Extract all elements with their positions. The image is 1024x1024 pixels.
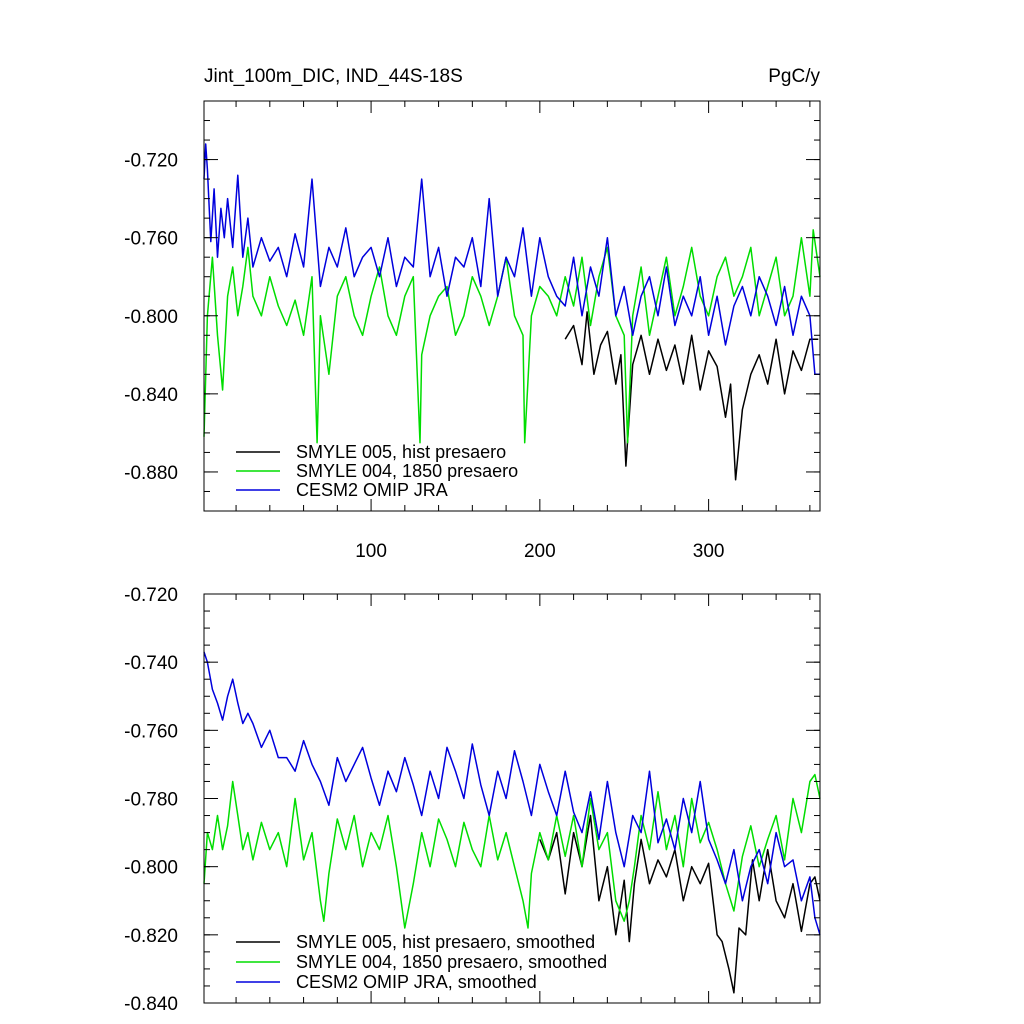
bottom-series-line-0	[539, 814, 821, 994]
top-plot-data	[203, 143, 821, 481]
top-legend-label: SMYLE 004, 1850 presaero	[296, 461, 518, 481]
top-series-line-0	[564, 311, 819, 481]
top-legend-label: SMYLE 005, hist presaero	[296, 442, 506, 462]
bottom-plot-data	[203, 651, 821, 994]
bottom-series-line-1	[203, 773, 821, 929]
top-y-tick-label: -0.720	[124, 151, 178, 172]
top-legend-label: CESM2 OMIP JRA	[296, 480, 448, 500]
top-y-tick-label: -0.760	[124, 229, 178, 250]
bottom-y-tick-label: -0.820	[124, 926, 178, 947]
bottom-y-tick-label: -0.840	[124, 994, 178, 1015]
bottom-legend: SMYLE 005, hist presaero, smoothedSMYLE …	[236, 932, 607, 992]
top-y-tick-label: -0.880	[124, 463, 178, 484]
bottom-y-tick-label: -0.800	[124, 858, 178, 879]
top-x-tick-label: 200	[524, 541, 556, 562]
top-x-tick-label: 300	[693, 541, 725, 562]
top-y-tick-label: -0.800	[124, 307, 178, 328]
bottom-y-tick-label: -0.760	[124, 721, 178, 742]
bottom-y-tick-label: -0.720	[124, 585, 178, 606]
bottom-y-tick-label: -0.780	[124, 790, 178, 811]
top-y-tick-label: -0.840	[124, 385, 178, 406]
bottom-legend-label: SMYLE 005, hist presaero, smoothed	[296, 932, 595, 952]
bottom-y-tick-label: -0.740	[124, 653, 178, 674]
top-chart-units: PgC/y	[768, 66, 820, 87]
top-plot-axes: -0.720 -0.760 -0.800 -0.840 -0.880 100 200 300	[124, 100, 820, 562]
bottom-series-line-2	[203, 651, 821, 936]
top-x-tick-label: 100	[355, 541, 387, 562]
top-plot-frame	[203, 100, 821, 512]
top-series-line-2	[203, 143, 820, 376]
bottom-plot-panel: -0.720 -0.740 -0.760 -0.780 -0.800 -0.820 -0.8…	[124, 585, 821, 1015]
top-chart-title: Jint_100m_DIC, IND_44S-18S	[204, 66, 463, 87]
bottom-legend-label: CESM2 OMIP JRA, smoothed	[296, 972, 537, 992]
bottom-plot-axes: -0.720 -0.740 -0.760 -0.780 -0.800 -0.820 -0.8…	[124, 585, 820, 1015]
bottom-legend-label: SMYLE 004, 1850 presaero, smoothed	[296, 952, 607, 972]
